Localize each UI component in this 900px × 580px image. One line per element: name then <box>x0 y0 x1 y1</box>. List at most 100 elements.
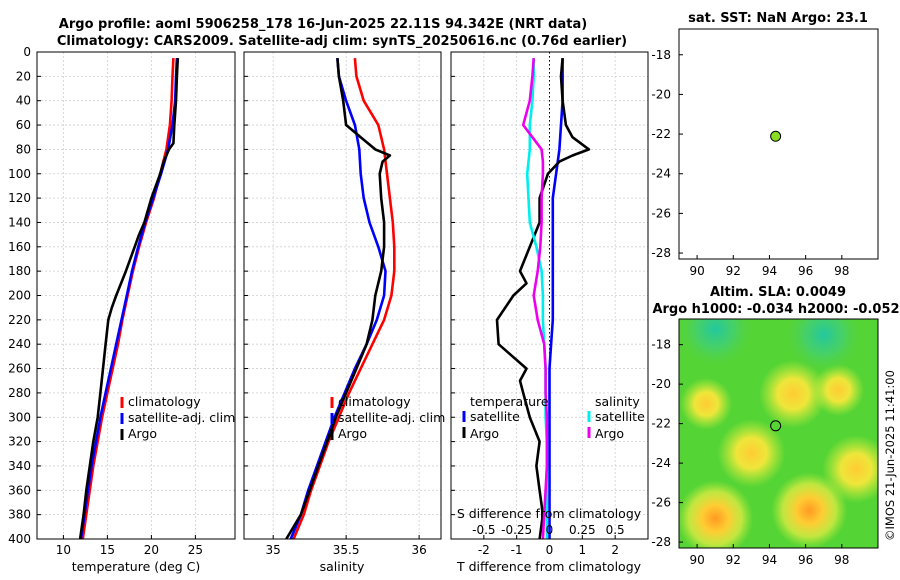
depth-tick-label: 100 <box>8 167 31 181</box>
depth-tick-label: 320 <box>8 435 31 449</box>
x-tick-label: 35 <box>266 543 281 557</box>
legend-temperature-title: temperature <box>470 394 549 409</box>
temperature-axes-box <box>36 51 236 540</box>
legend-satellite-label: satellite-adj. clim <box>128 410 235 425</box>
legend-temp-argo-label: Argo <box>470 426 499 441</box>
map-y-tick-label: -28 <box>651 535 671 549</box>
sla-anomaly-blob <box>783 319 864 375</box>
sst-map-axes-box <box>678 28 879 260</box>
map-y-tick-label: -18 <box>651 48 671 62</box>
series-line-argo <box>285 57 392 539</box>
x-tick-label: 25 <box>188 543 203 557</box>
legend-sal-satellite-label: satellite <box>595 409 645 424</box>
depth-tick-label: 180 <box>8 264 31 278</box>
series-line-satellite-adj-clim <box>79 58 179 539</box>
difference-lines <box>495 57 591 539</box>
temperature-legend: climatology satellite-adj. clim Argo <box>120 394 235 441</box>
depth-tick-label: 240 <box>8 337 31 351</box>
series-line-climatology <box>292 57 396 539</box>
map-x-tick-label: 92 <box>726 553 741 567</box>
series-line-salinity-argo <box>521 58 549 539</box>
x-tick-label: 36 <box>411 543 426 557</box>
difference-legend: temperature satellite Argo salinity sate… <box>462 394 645 441</box>
map-y-tick-label: -24 <box>651 167 671 181</box>
legend-argo-label: Argo <box>338 426 367 441</box>
series-line-climatology <box>81 58 175 539</box>
map-y-tick-label: -22 <box>651 417 671 431</box>
temperature-xlabel: temperature (deg C) <box>72 559 201 574</box>
depth-tick-label: 340 <box>8 459 31 473</box>
depth-tick-label: 140 <box>8 215 31 229</box>
sla-anomaly-blob <box>679 319 756 369</box>
map-y-tick-label: -28 <box>651 246 671 260</box>
sla-anomaly-blob <box>758 360 827 429</box>
map-x-tick-label: 96 <box>798 264 813 278</box>
sla-anomaly-blob <box>812 364 865 417</box>
t-difference-tick-labels: -2 -1 0 1 2 <box>478 543 619 557</box>
figure-title-line2: Climatology: CARS2009. Satellite-adj cli… <box>57 34 627 49</box>
imos-stamp: ©IMOS 21-Jun-2025 11:41:00 <box>883 370 897 541</box>
t-difference-xlabel: T difference from climatology <box>456 559 642 574</box>
x-tick-label: 1 <box>579 543 587 557</box>
map-x-tick-label: 94 <box>762 553 777 567</box>
x-tick-label: 20 <box>144 543 159 557</box>
depth-tick-label: 380 <box>8 508 31 522</box>
argo-location-marker <box>770 130 782 142</box>
sst-map-points <box>770 130 782 142</box>
depth-tick-label: 300 <box>8 410 31 424</box>
depth-tick-label: 280 <box>8 386 31 400</box>
sla-anomaly-blob <box>679 480 754 548</box>
x-tick-label: -2 <box>478 543 490 557</box>
depth-tick-label: 60 <box>16 118 31 132</box>
depth-tick-label: 20 <box>16 69 31 83</box>
s-diff-tick-label: -0.5 <box>472 523 495 537</box>
depth-tick-label: 120 <box>8 191 31 205</box>
series-line-temperature-satellite <box>548 58 564 539</box>
legend-climatology-label: climatology <box>338 394 411 409</box>
salinity-panel: 35 35.5 36 salinity climatology satellite-… <box>243 51 445 574</box>
difference-axes-box <box>450 51 649 540</box>
x-tick-label: 0 <box>546 543 554 557</box>
difference-panel: -2 -1 0 1 2 -0.5 -0.25 0 0.25 0.5 S difference f… <box>450 51 649 574</box>
depth-tick-label: 0 <box>23 45 31 59</box>
depth-tick-label: 220 <box>8 313 31 327</box>
sla-map-axes-box <box>678 318 879 549</box>
depth-tick-label: 260 <box>8 362 31 376</box>
legend-sal-argo-label: Argo <box>595 426 624 441</box>
salinity-lines <box>285 57 396 539</box>
map-y-tick-label: -20 <box>651 377 671 391</box>
map-x-tick-label: 90 <box>689 264 704 278</box>
sla-anomaly-blob <box>717 419 786 488</box>
s-diff-tick-label: 0.25 <box>569 523 596 537</box>
depth-tick-label: 400 <box>8 532 31 546</box>
depth-tick-labels: 0 20 40 60 80 100 120 140 160 180 200 220 240 260 280 3… <box>8 45 31 546</box>
salinity-legend: climatology satellite-adj. clim Argo <box>330 394 445 441</box>
x-tick-label: 2 <box>611 543 619 557</box>
sla-anomaly-blob <box>771 472 848 548</box>
sla-map-title-line2: Argo h1000: -0.034 h2000: -0.052 <box>652 302 899 317</box>
x-tick-label: -1 <box>511 543 523 557</box>
salinity-tick-labels: 35 35.5 36 <box>266 543 427 557</box>
sst-map-title: sat. SST: NaN Argo: 23.1 <box>688 11 868 26</box>
sla-features <box>679 319 878 548</box>
legend-temp-satellite-label: satellite <box>470 409 520 424</box>
s-diff-tick-label: 0.5 <box>606 523 625 537</box>
sla-map-ticks: 90 92 94 96 98 -18 -20 -22 -24 -26 -28 <box>651 338 849 567</box>
map-y-tick-label: -20 <box>651 87 671 101</box>
salinity-xlabel: salinity <box>320 559 365 574</box>
legend-satellite-label: satellite-adj. clim <box>338 410 445 425</box>
sla-map-panel: Altim. SLA: 0.0049 Argo h1000: -0.034 h2… <box>651 285 899 567</box>
temperature-grid <box>37 51 235 540</box>
series-line-argo <box>78 58 180 539</box>
legend-salinity-title: salinity <box>595 394 640 409</box>
sla-map-points <box>770 420 782 432</box>
sla-anomaly-blob <box>680 377 733 430</box>
s-diff-tick-label: -0.25 <box>501 523 532 537</box>
map-x-tick-label: 96 <box>798 553 813 567</box>
map-x-tick-label: 98 <box>834 553 849 567</box>
s-diff-tick-label: 0 <box>546 523 554 537</box>
map-x-tick-label: 90 <box>689 553 704 567</box>
sst-map-panel: sat. SST: NaN Argo: 23.1 90 92 94 96 98 -18 -2… <box>651 11 879 278</box>
depth-tick-label: 40 <box>16 94 31 108</box>
